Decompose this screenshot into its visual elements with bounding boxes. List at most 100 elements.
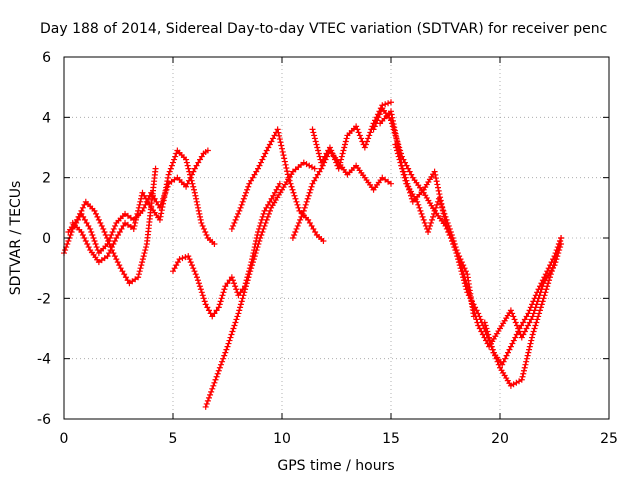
data-point	[213, 307, 220, 314]
data-point	[132, 219, 139, 226]
data-point	[213, 373, 220, 380]
series-track-7	[289, 147, 394, 241]
data-point	[521, 328, 528, 335]
data-point	[141, 250, 148, 257]
data-point	[526, 346, 533, 353]
data-point	[136, 268, 143, 275]
data-point	[243, 280, 250, 287]
data-point	[202, 403, 209, 410]
data-point	[191, 186, 198, 193]
data-point	[255, 241, 262, 248]
data-point	[321, 153, 328, 160]
data-point	[219, 292, 226, 299]
data-point	[137, 265, 144, 272]
data-point	[500, 358, 507, 365]
data-point	[479, 331, 486, 338]
y-tick-label: 0	[42, 231, 51, 247]
data-point	[526, 319, 533, 326]
data-point	[445, 222, 452, 229]
data-point	[297, 216, 304, 223]
data-point	[472, 313, 479, 320]
data-point	[266, 141, 273, 148]
data-point	[537, 304, 544, 311]
data-point	[276, 132, 283, 139]
data-point	[481, 319, 488, 326]
data-point	[302, 201, 309, 208]
data-point	[439, 204, 446, 211]
data-point	[249, 259, 256, 266]
series-track-9	[370, 105, 477, 320]
data-point	[356, 132, 363, 139]
data-point	[326, 144, 333, 151]
data-point	[449, 235, 456, 241]
data-point	[156, 216, 163, 223]
data-point	[159, 203, 166, 210]
data-point	[184, 162, 191, 169]
data-point	[509, 310, 516, 317]
data-point	[506, 346, 513, 353]
data-point	[510, 337, 517, 344]
data-point	[138, 262, 145, 269]
data-point	[337, 159, 344, 166]
data-point	[112, 222, 119, 229]
data-point	[203, 400, 210, 407]
data-point	[240, 195, 247, 202]
data-point	[205, 307, 212, 314]
data-point	[116, 262, 123, 269]
data-point	[273, 186, 280, 193]
data-point	[218, 295, 225, 302]
data-point	[279, 148, 286, 155]
data-point	[435, 195, 442, 202]
data-point	[392, 130, 399, 137]
data-point	[88, 228, 95, 235]
data-point	[163, 181, 170, 188]
data-point	[238, 201, 245, 208]
data-point	[364, 138, 371, 145]
data-point	[312, 228, 319, 235]
data-point	[243, 189, 250, 196]
data-point	[392, 141, 399, 148]
data-point	[247, 268, 254, 275]
data-point	[367, 129, 374, 136]
data-point	[98, 222, 105, 229]
data-point	[275, 183, 282, 190]
data-point	[260, 153, 267, 160]
data-point	[211, 310, 218, 317]
data-point	[470, 304, 477, 311]
data-point	[366, 132, 373, 139]
data-point	[183, 183, 190, 190]
data-point	[75, 213, 82, 220]
data-point	[101, 228, 108, 235]
data-point	[117, 265, 124, 272]
data-point	[315, 147, 322, 154]
data-point	[191, 268, 198, 275]
data-point	[103, 235, 110, 241]
data-point	[382, 101, 389, 108]
data-point	[197, 216, 204, 223]
data-point	[187, 259, 194, 266]
data-point	[248, 177, 255, 184]
data-point	[161, 191, 168, 198]
data-point	[166, 168, 173, 175]
data-point	[399, 168, 406, 175]
data-point	[284, 171, 291, 178]
data-point	[89, 231, 96, 238]
data-point	[94, 247, 101, 254]
data-point	[217, 298, 224, 305]
data-point	[420, 216, 427, 223]
data-point	[532, 322, 539, 329]
data-point	[307, 186, 314, 193]
data-point	[241, 192, 248, 199]
series-line	[483, 237, 562, 366]
data-point	[311, 135, 318, 142]
data-point	[167, 165, 174, 172]
data-point	[451, 241, 458, 248]
data-point	[292, 195, 299, 202]
data-point	[241, 289, 248, 296]
chart-title: Day 188 of 2014, Sidereal Day-to-day VTE…	[40, 21, 607, 37]
y-tick-label: -4	[37, 352, 51, 368]
data-point	[454, 250, 461, 257]
data-point	[520, 367, 527, 374]
data-point	[417, 207, 424, 214]
data-point	[246, 271, 253, 278]
